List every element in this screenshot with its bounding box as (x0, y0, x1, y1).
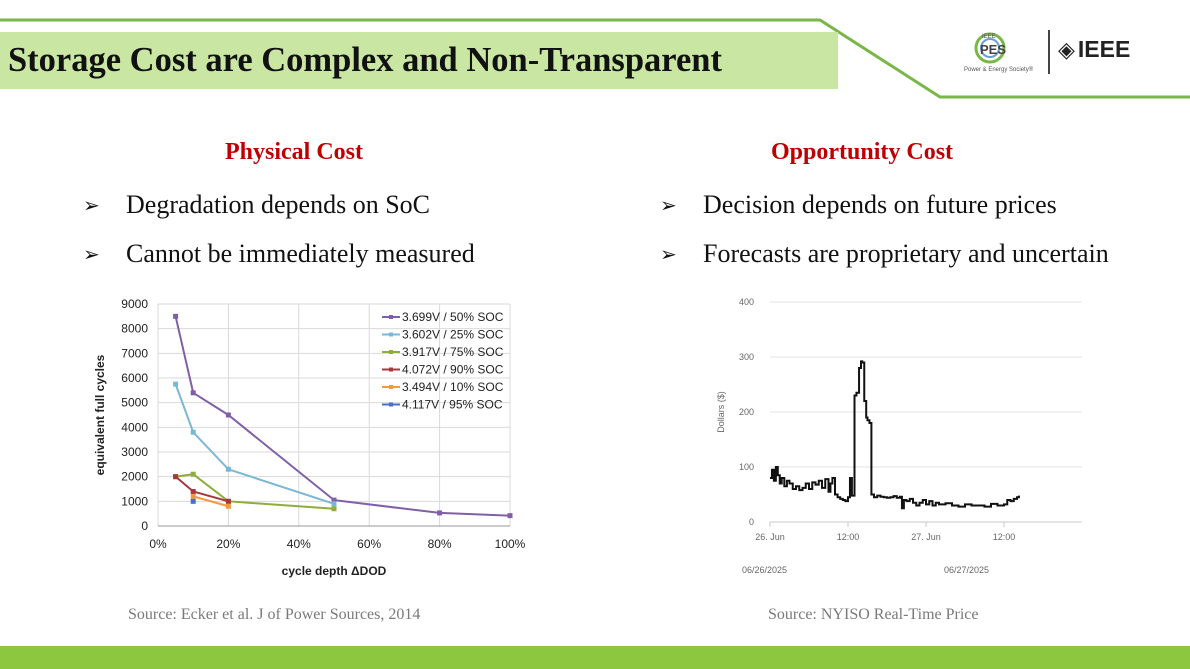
physical-cost-heading: Physical Cost (225, 139, 363, 165)
chart2-price-line (770, 360, 1020, 510)
chart2-ylabel: Dollars ($) (716, 391, 726, 433)
right-source: Source: NYISO Real-Time Price (768, 606, 979, 623)
pes-label: PES (980, 42, 1007, 57)
chart2-xtick-label: 26. Jun (755, 532, 785, 542)
chart1-xlabel: cycle depth ΔDOD (282, 564, 387, 578)
right-bullet-2: ➢ Forecasts are proprietary and uncertai… (660, 239, 1109, 269)
chart1-legend-label: 3.602V / 25% SOC (402, 328, 504, 342)
chart1-ytick-label: 7000 (121, 346, 148, 360)
chart1-series-line (175, 473, 335, 510)
chart2-ytick-label: 100 (739, 462, 754, 472)
chart1-data-point (173, 474, 179, 480)
chart1-xtick-label: 60% (357, 537, 381, 551)
chart1-data-point (331, 501, 337, 507)
chart1-legend-label: 4.117V / 95% SOC (402, 398, 503, 412)
opportunity-cost-heading: Opportunity Cost (771, 139, 954, 165)
chart1-legend-marker (389, 315, 393, 319)
chart1-data-point (190, 493, 196, 499)
chart1-data-point (173, 381, 179, 387)
logo-divider (1048, 30, 1050, 74)
chart2-xtick-label: 27. Jun (911, 532, 941, 542)
chart1-ytick-label: 8000 (121, 322, 148, 336)
chart1-data-point (507, 513, 513, 519)
left-bullet-1: ➢ Degradation depends on SoC (83, 190, 430, 220)
chart1-ytick-label: 3000 (121, 445, 148, 459)
pes-subtitle: Power & Energy Society® (964, 67, 1034, 73)
pes-small-label: IEEE (982, 34, 996, 40)
chart1-data-point (190, 429, 196, 435)
chart1-legend-label: 3.494V / 10% SOC (402, 380, 504, 394)
left-source: Source: Ecker et al. J of Power Sources,… (128, 606, 421, 623)
arrow-bullet-icon: ➢ (660, 242, 677, 266)
left-bullet-1-text: Degradation depends on SoC (126, 190, 431, 219)
chart1-ytick-label: 9000 (121, 297, 148, 311)
chart1-data-point (225, 412, 231, 418)
chart1-data-point (331, 506, 337, 512)
page-title: Storage Cost are Complex and Non-Transpa… (0, 32, 838, 89)
ieee-pes-logo: IEEE PES Power & Energy Society® (962, 28, 1042, 80)
chart2-xtick-label: 12:00 (993, 532, 1016, 542)
chart1-legend-marker (389, 332, 393, 337)
chart1-data-point (173, 313, 179, 319)
chart2-xtick-label: 12:00 (837, 532, 860, 542)
ieee-label: IEEE (1077, 36, 1131, 62)
chart1-data-point (190, 488, 196, 494)
chart1-legend-marker (389, 350, 393, 354)
chart1-series-line (174, 383, 335, 505)
pes-globe-icon (974, 32, 1006, 64)
chart1-legend-label: 3.699V / 50% SOC (402, 310, 504, 324)
chart1-series-line (174, 316, 511, 517)
arrow-bullet-icon: ➢ (660, 193, 677, 217)
chart1-xtick-label: 100% (495, 537, 526, 551)
chart1-legend-label: 3.917V / 75% SOC (402, 345, 504, 359)
chart1-ytick-label: 6000 (121, 371, 148, 385)
chart1-ytick-label: 5000 (121, 396, 148, 410)
chart1-ytick-label: 4000 (121, 420, 148, 434)
chart1-data-point (225, 498, 231, 504)
diamond-logo-icon: ◈ (1058, 36, 1075, 62)
chart1-data-point (225, 466, 231, 472)
left-bullet-2: ➢ Cannot be immediately measured (83, 239, 475, 269)
chart1-data-point (331, 497, 337, 503)
chart1-legend-label: 4.072V / 90% SOC (402, 363, 504, 377)
chart2-range-label-start: 06/26/2025 (742, 565, 787, 575)
chart1-data-point (225, 503, 231, 509)
right-bullet-1: ➢ Decision depends on future prices (660, 190, 1057, 220)
left-bullet-2-text: Cannot be immediately measured (126, 239, 475, 268)
right-bullet-2-text: Forecasts are proprietary and uncertain (703, 239, 1109, 268)
chart1-legend-marker (389, 385, 393, 389)
right-bullet-1-text: Decision depends on future prices (703, 190, 1057, 219)
chart1-series-line (192, 495, 229, 508)
chart1-legend-marker (389, 367, 393, 372)
chart1-xtick-label: 40% (287, 537, 311, 551)
chart1-data-point (190, 390, 196, 396)
chart2-ytick-label: 200 (739, 407, 754, 417)
chart1-ytick-label: 1000 (121, 494, 148, 508)
chart1-ytick-label: 2000 (121, 470, 148, 484)
chart2-range-label-end: 06/27/2025 (944, 565, 989, 575)
arrow-bullet-icon: ➢ (83, 193, 100, 217)
chart1-data-point (190, 498, 196, 504)
arrow-bullet-icon: ➢ (83, 242, 100, 266)
chart1-data-point (190, 471, 196, 477)
ieee-logo: ◈ IEEE (1058, 36, 1130, 63)
footer-bar (0, 646, 1190, 669)
chart1-data-point (437, 510, 443, 516)
chart2-ytick-label: 300 (739, 352, 754, 362)
chart1-ytick-label: 0 (141, 519, 148, 533)
chart1-ylabel: equivalent full cycles (93, 354, 107, 475)
chart1-xtick-label: 20% (216, 537, 240, 551)
chart1-xtick-label: 0% (149, 537, 167, 551)
chart2-ytick-label: 400 (739, 297, 754, 307)
chart2-ytick-label: 0 (749, 517, 754, 527)
chart1-xtick-label: 80% (428, 537, 452, 551)
chart1-legend-marker (389, 402, 393, 407)
